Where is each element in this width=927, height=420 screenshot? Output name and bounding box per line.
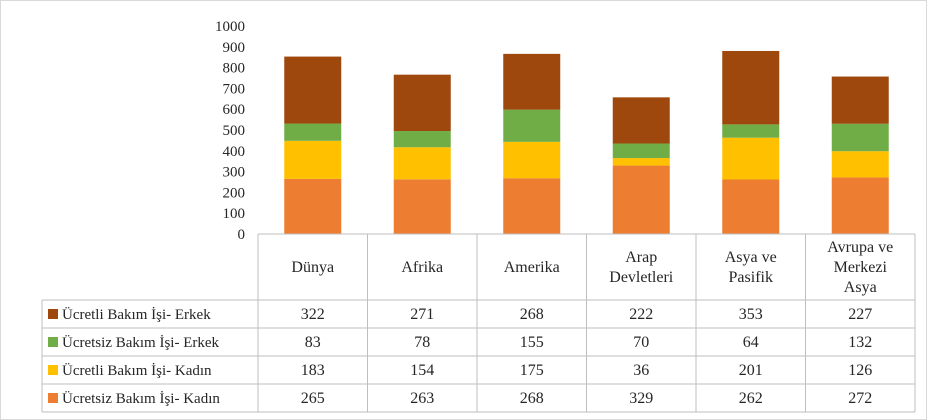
y-tick-label: 800: [223, 61, 246, 77]
bar-segment: [284, 56, 342, 124]
data-label: 329: [629, 390, 653, 407]
data-label: 154: [410, 362, 434, 379]
y-tick-label: 600: [223, 102, 246, 118]
legend-series-name: Ücretli Bakım İşi- Kadın: [62, 362, 212, 379]
category-label: Devletleri: [609, 269, 674, 286]
data-label: 70: [633, 334, 649, 351]
bar-segment: [503, 109, 561, 142]
bar-segment: [503, 141, 561, 179]
data-label: 183: [301, 362, 325, 379]
data-label: 222: [629, 306, 653, 323]
y-tick-label: 0: [238, 227, 246, 243]
bar-segment: [612, 165, 670, 234]
data-label: 126: [848, 362, 872, 379]
data-label: 262: [739, 390, 763, 407]
bar-segment: [612, 97, 670, 144]
bar-segment: [503, 178, 561, 234]
data-label: 201: [739, 362, 763, 379]
data-label: 78: [414, 334, 430, 351]
bar-segment: [612, 158, 670, 166]
data-table: Dünya Afrika Amerika Arap Devletleri Asya ve P…: [41, 233, 916, 413]
y-tick-label: 300: [223, 165, 246, 181]
data-label: 263: [410, 390, 434, 407]
data-label: 353: [739, 306, 763, 323]
y-axis: 0 100 200 300 400 500 600 700 800 900 1000: [215, 19, 245, 243]
legend-series-name: Ücretli Bakım İşi- Erkek: [62, 306, 211, 323]
y-tick-label: 500: [223, 123, 246, 139]
bar-segment: [393, 74, 451, 132]
y-tick-label: 100: [223, 206, 246, 222]
category-label: Pasifik: [729, 269, 773, 286]
category-label: Arap: [625, 249, 657, 266]
bar-segment: [722, 50, 780, 125]
y-tick-label: 1000: [215, 19, 245, 35]
data-label: 271: [410, 306, 434, 323]
category-label: Afrika: [401, 259, 443, 276]
y-tick-label: 700: [223, 81, 246, 97]
data-label: 64: [743, 334, 759, 351]
bar-segment: [393, 147, 451, 180]
bar-segment: [722, 137, 780, 180]
legend-series-name: Ücretsiz Bakım İşi- Kadın: [62, 390, 220, 407]
data-label: 132: [848, 334, 872, 351]
bars: [284, 50, 889, 234]
bar-segment: [722, 124, 780, 138]
category-label: Asya ve: [725, 249, 777, 266]
y-tick-label: 900: [223, 40, 246, 56]
category-label: Merkezi: [834, 259, 888, 276]
legend-series-name: Ücretsiz Bakım İşi- Erkek: [62, 334, 220, 351]
bar-segment: [393, 131, 451, 148]
data-label: 175: [520, 362, 544, 379]
category-label: Amerika: [504, 259, 560, 276]
data-label: 272: [848, 390, 872, 407]
bar-segment: [612, 143, 670, 159]
data-label: 36: [633, 362, 649, 379]
bar-segment: [393, 179, 451, 234]
data-label: 227: [848, 306, 872, 323]
legend-key: [48, 309, 58, 319]
bar-segment: [831, 151, 889, 178]
bar-segment: [831, 76, 889, 124]
legend-key: [48, 393, 58, 403]
data-label: 322: [301, 306, 325, 323]
bar-segment: [503, 53, 561, 110]
bar-segment: [284, 123, 342, 141]
data-label: 268: [520, 390, 544, 407]
bar-segment: [284, 178, 342, 234]
data-label: 155: [520, 334, 544, 351]
data-label: 265: [301, 390, 325, 407]
bar-segment: [722, 179, 780, 234]
y-tick-label: 400: [223, 144, 246, 160]
legend-key: [48, 337, 58, 347]
bar-segment: [284, 140, 342, 179]
data-label: 83: [305, 334, 321, 351]
category-label: Asya: [844, 279, 877, 296]
bar-segment: [831, 123, 889, 152]
y-tick-label: 200: [223, 185, 246, 201]
data-label: 268: [520, 306, 544, 323]
bar-segment: [831, 177, 889, 234]
category-label: Avrupa ve: [827, 239, 893, 256]
category-label: Dünya: [291, 259, 334, 276]
legend-key: [48, 365, 58, 375]
